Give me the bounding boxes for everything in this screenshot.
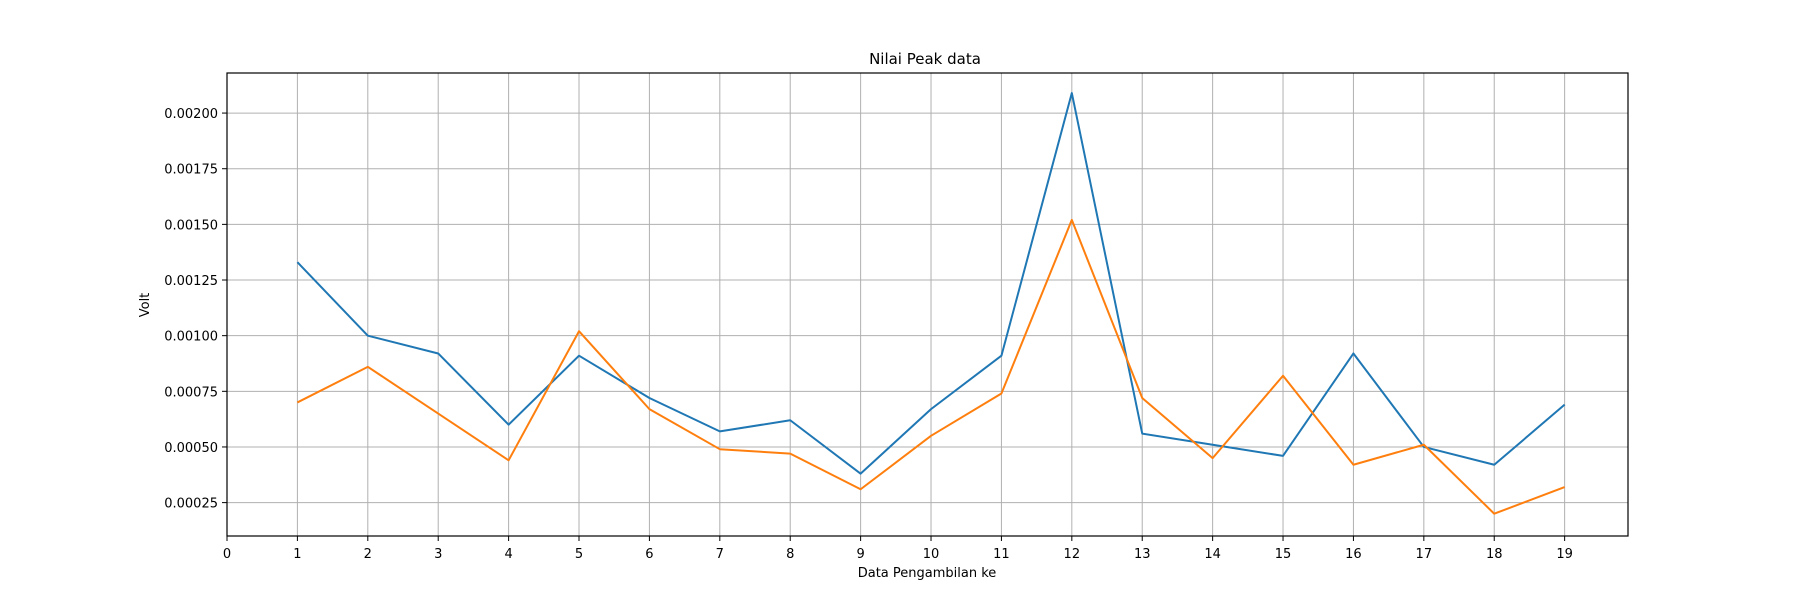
x-tick-label: 17 (1416, 547, 1433, 562)
x-axis-label: Data Pengambilan ke (858, 566, 997, 581)
x-tick-label: 7 (716, 547, 724, 562)
x-tick-label: 4 (504, 547, 512, 562)
x-tick-label: 13 (1134, 547, 1151, 562)
x-axis-ticks: 0 1 2 3 4 5 6 7 8 9 10 11 12 13 14 15 16 17 18 19 (223, 536, 1573, 562)
y-tick-label: 0.00200 (164, 107, 218, 122)
x-tick-label: 2 (364, 547, 372, 562)
x-tick-label: 3 (434, 547, 442, 562)
y-axis-label: Volt (138, 293, 153, 318)
series-line-1 (296, 92, 1566, 475)
y-tick-label: 0.00175 (164, 163, 218, 178)
y-tick-label: 0.00075 (164, 385, 218, 400)
series-group (296, 92, 1566, 515)
x-tick-label: 10 (923, 547, 940, 562)
x-tick-label: 0 (223, 547, 231, 562)
x-tick-label: 15 (1275, 547, 1292, 562)
x-tick-label: 9 (856, 547, 864, 562)
y-tick-label: 0.00050 (164, 441, 218, 456)
x-tick-label: 6 (645, 547, 653, 562)
y-tick-label: 0.00150 (164, 218, 218, 233)
x-tick-label: 5 (575, 547, 583, 562)
x-tick-label: 18 (1486, 547, 1503, 562)
plot-frame (226, 72, 1629, 537)
y-tick-label: 0.00025 (164, 497, 218, 512)
x-tick-label: 14 (1204, 547, 1221, 562)
y-axis-ticks: 0.00025 0.00050 0.00075 0.00100 0.00125 0.001… (164, 107, 227, 512)
grid-lines (226, 73, 1628, 536)
series-line-2 (296, 218, 1565, 515)
x-tick-label: 11 (993, 547, 1010, 562)
x-tick-label: 8 (786, 547, 794, 562)
x-tick-label: 19 (1556, 547, 1573, 562)
chart-title: Nilai Peak data (869, 50, 981, 68)
y-tick-label: 0.00100 (164, 330, 218, 345)
x-tick-label: 1 (293, 547, 301, 562)
x-tick-label: 12 (1064, 547, 1081, 562)
x-tick-label: 16 (1345, 547, 1362, 562)
y-tick-label: 0.00125 (164, 274, 218, 289)
